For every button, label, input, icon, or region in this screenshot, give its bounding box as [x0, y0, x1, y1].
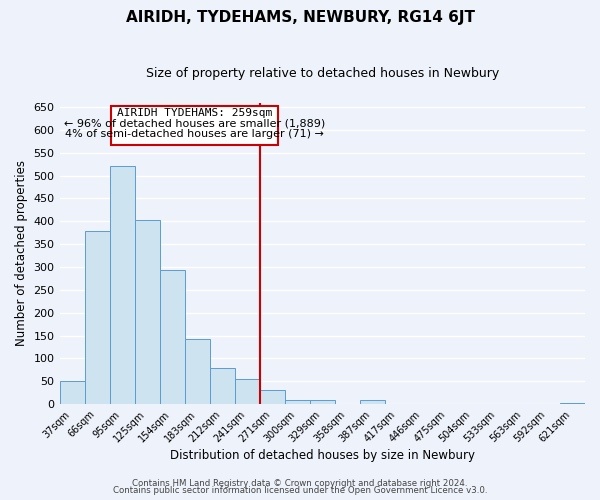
Bar: [310, 400, 335, 404]
Text: 4% of semi-detached houses are larger (71) →: 4% of semi-detached houses are larger (7…: [65, 129, 324, 139]
Bar: [360, 400, 385, 404]
Bar: [134, 220, 160, 404]
Text: ← 96% of detached houses are smaller (1,889): ← 96% of detached houses are smaller (1,…: [64, 119, 325, 129]
Bar: [235, 379, 260, 404]
Bar: [59, 382, 85, 404]
FancyBboxPatch shape: [111, 106, 278, 145]
Bar: [85, 232, 110, 404]
Title: Size of property relative to detached houses in Newbury: Size of property relative to detached ho…: [146, 68, 499, 80]
Bar: [260, 390, 285, 404]
Y-axis label: Number of detached properties: Number of detached properties: [15, 160, 28, 346]
Text: AIRIDH, TYDEHAMS, NEWBURY, RG14 6JT: AIRIDH, TYDEHAMS, NEWBURY, RG14 6JT: [125, 10, 475, 25]
Bar: [209, 368, 235, 404]
Bar: [160, 270, 185, 404]
Text: Contains HM Land Registry data © Crown copyright and database right 2024.: Contains HM Land Registry data © Crown c…: [132, 478, 468, 488]
Bar: [185, 339, 209, 404]
Bar: [560, 403, 585, 404]
Text: Contains public sector information licensed under the Open Government Licence v3: Contains public sector information licen…: [113, 486, 487, 495]
Bar: [285, 400, 310, 404]
X-axis label: Distribution of detached houses by size in Newbury: Distribution of detached houses by size …: [170, 450, 475, 462]
Text: AIRIDH TYDEHAMS: 259sqm: AIRIDH TYDEHAMS: 259sqm: [117, 108, 272, 118]
Bar: [110, 166, 134, 404]
